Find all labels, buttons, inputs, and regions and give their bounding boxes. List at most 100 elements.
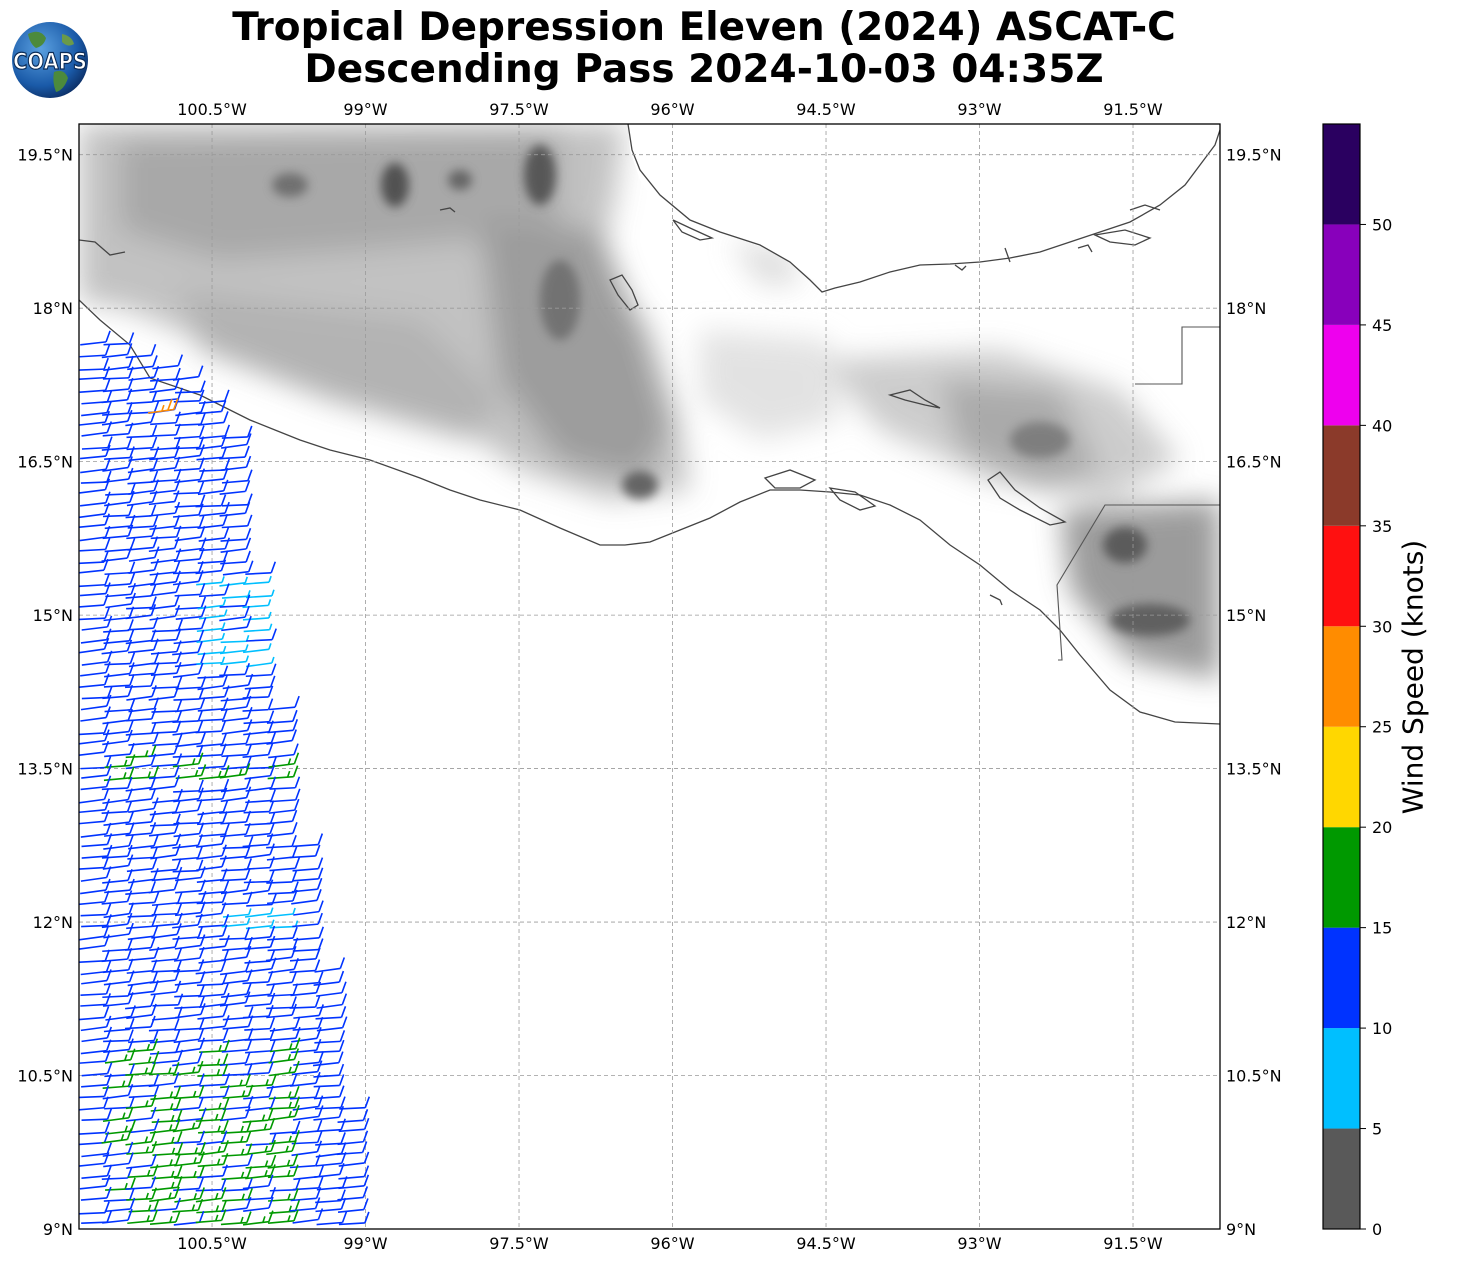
wind-barb [151, 1131, 183, 1147]
wind-barb [80, 993, 112, 1007]
wind-barb [173, 1073, 205, 1088]
wind-barb [152, 993, 184, 1007]
wind-barb [289, 1154, 321, 1169]
wind-barb [102, 788, 133, 805]
wind-barb [198, 1120, 229, 1134]
wind-barb [125, 994, 156, 1010]
wind-barb [244, 822, 275, 838]
wind-barb [173, 687, 205, 701]
colorbar-bin [1323, 1128, 1360, 1229]
wind-barb [81, 421, 113, 437]
wind-barb [245, 663, 277, 678]
wind-barb [150, 661, 182, 676]
wind-barb [103, 629, 135, 645]
wind-barb [126, 1140, 158, 1155]
wind-barb [125, 604, 157, 620]
wind-barb [149, 604, 181, 621]
wind-barb [290, 1038, 322, 1054]
wind-barb [196, 434, 227, 450]
wind-barb [126, 1187, 157, 1201]
wind-barb [242, 698, 274, 712]
wind-barb [104, 1048, 136, 1064]
wind-barb [103, 902, 135, 919]
wind-barb [175, 890, 207, 905]
wind-barb [81, 969, 112, 985]
wind-barb [266, 809, 298, 825]
wind-barb [80, 628, 112, 644]
wind-barb [174, 995, 206, 1010]
wind-barb [102, 1106, 134, 1123]
wind-barb [128, 834, 159, 850]
wind-barb [101, 639, 133, 655]
wind-barb [101, 844, 133, 859]
wind-barb [198, 389, 230, 405]
colorbar-frame [1322, 123, 1361, 1230]
wind-barb [269, 857, 301, 872]
wind-barb [79, 502, 110, 519]
wind-barb [79, 366, 111, 380]
wind-barb [79, 949, 111, 964]
wind-barb [149, 968, 181, 984]
wind-barb [221, 615, 252, 632]
wind-barb [219, 663, 250, 677]
wind-barb [104, 754, 136, 769]
latitude-label: 10.5°N [17, 1067, 73, 1086]
wind-barb [242, 833, 274, 848]
wind-barb [149, 456, 181, 472]
wind-barb [196, 576, 225, 586]
wind-barb [80, 960, 112, 976]
wind-barb [196, 924, 228, 940]
wind-barb [148, 490, 180, 506]
wind-barb [151, 675, 183, 690]
latitude-labels-right: 19.5°N 18°N 16.5°N 15°N 13.5°N 12°N 10.5°N 9°N [1226, 146, 1282, 1239]
wind-barb [242, 1108, 274, 1123]
wind-barb [173, 779, 204, 793]
wind-barb [174, 697, 206, 713]
wind-barb [128, 446, 160, 462]
wind-barb [149, 935, 180, 951]
colorbar-bin [1323, 224, 1360, 325]
wind-barb [220, 1130, 252, 1145]
colorbar-bin [1323, 1028, 1360, 1129]
wind-barb [242, 643, 272, 654]
longitude-label: 93°W [957, 100, 1001, 119]
wind-barb [266, 709, 298, 724]
longitude-label: 96°W [650, 1234, 694, 1253]
wind-barb [125, 753, 157, 770]
wind-barb [128, 1118, 160, 1134]
colorbar-bin [1323, 525, 1360, 627]
wind-barb [79, 1006, 110, 1021]
wind-barb [221, 590, 251, 599]
wind-barb [244, 1017, 275, 1031]
wind-barb [315, 1151, 347, 1167]
wind-barb [196, 832, 227, 848]
wind-barb [79, 1152, 110, 1167]
wind-barb [149, 501, 181, 517]
wind-barb [196, 732, 228, 748]
wind-barb [243, 710, 275, 725]
wind-barb [103, 1029, 134, 1043]
colorbar-bin [1323, 927, 1360, 1029]
wind-barb [267, 983, 299, 997]
wind-barb [101, 388, 133, 404]
wind-barb [246, 628, 277, 642]
wind-barb [195, 743, 227, 758]
wind-barb [148, 1062, 180, 1076]
wind-barb [79, 925, 110, 941]
wind-barb [148, 537, 180, 553]
wind-barb [197, 1005, 229, 1020]
wind-barb [219, 1051, 251, 1067]
wind-barb [243, 1196, 274, 1212]
colorbar-bin [1323, 324, 1360, 426]
wind-barb [81, 615, 113, 631]
wind-barb [196, 972, 228, 987]
wind-barb [125, 504, 157, 519]
wind-barb [245, 561, 277, 575]
wind-barb [269, 1060, 300, 1077]
latitude-label: 15°N [33, 606, 73, 625]
wind-barb [79, 729, 110, 745]
wind-barb [269, 776, 301, 790]
wind-barb [219, 763, 251, 779]
wind-barb [195, 959, 227, 975]
wind-barb [125, 707, 157, 722]
